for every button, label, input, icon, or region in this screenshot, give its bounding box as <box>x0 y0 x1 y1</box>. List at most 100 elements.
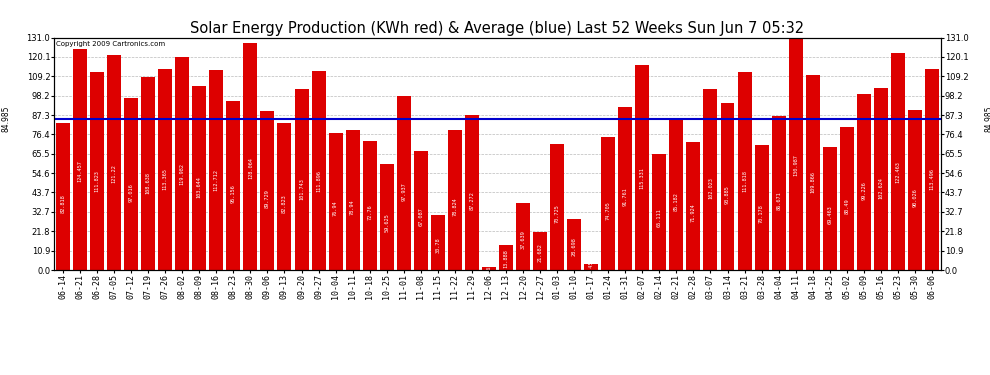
Bar <box>312 71 326 270</box>
Text: 111.823: 111.823 <box>95 170 100 192</box>
Bar <box>329 134 343 270</box>
Bar <box>533 231 547 270</box>
Bar <box>90 72 104 270</box>
Text: 128.064: 128.064 <box>248 157 252 178</box>
Text: 70.178: 70.178 <box>759 205 764 224</box>
Bar <box>244 43 257 270</box>
Text: 59.625: 59.625 <box>384 213 389 232</box>
Text: 113.365: 113.365 <box>162 168 167 190</box>
Text: 13.888: 13.888 <box>504 249 509 268</box>
Bar <box>431 215 445 270</box>
Text: 3.45: 3.45 <box>589 261 594 273</box>
Bar <box>397 96 411 270</box>
Bar <box>584 264 598 270</box>
Text: 112.712: 112.712 <box>214 169 219 191</box>
Title: Solar Energy Production (KWh red) & Average (blue) Last 52 Weeks Sun Jun 7 05:32: Solar Energy Production (KWh red) & Aver… <box>190 21 805 36</box>
Text: 102.023: 102.023 <box>708 178 713 200</box>
Bar <box>738 72 751 270</box>
Text: 72.76: 72.76 <box>367 204 372 220</box>
Bar <box>891 53 905 270</box>
Text: 71.924: 71.924 <box>691 203 696 222</box>
Text: Copyright 2009 Cartronics.com: Copyright 2009 Cartronics.com <box>56 41 165 47</box>
Text: 76.94: 76.94 <box>333 201 339 216</box>
Text: 86.671: 86.671 <box>776 191 781 210</box>
Text: 70.725: 70.725 <box>554 204 559 223</box>
Text: 37.639: 37.639 <box>521 231 526 249</box>
Text: 103.644: 103.644 <box>197 176 202 198</box>
Text: 28.698: 28.698 <box>571 238 576 256</box>
Text: 122.463: 122.463 <box>895 161 900 183</box>
Text: 91.761: 91.761 <box>623 188 628 206</box>
Bar <box>447 130 462 270</box>
Bar <box>771 116 786 270</box>
Bar <box>73 49 87 270</box>
Bar <box>175 57 189 270</box>
Text: 124.457: 124.457 <box>77 160 82 182</box>
Text: 74.705: 74.705 <box>606 201 611 220</box>
Bar <box>669 119 683 270</box>
Bar <box>277 123 291 270</box>
Bar <box>107 55 121 270</box>
Text: 93.885: 93.885 <box>725 186 730 204</box>
Bar <box>482 267 496 270</box>
Bar <box>721 104 735 270</box>
Bar <box>516 203 530 270</box>
Bar <box>56 123 70 270</box>
Bar <box>158 69 172 270</box>
Bar <box>789 38 803 270</box>
Bar <box>806 75 820 270</box>
Text: 82.823: 82.823 <box>282 195 287 213</box>
Text: 89.729: 89.729 <box>265 189 270 208</box>
Text: 85.182: 85.182 <box>674 193 679 211</box>
Bar <box>636 65 649 270</box>
Bar <box>925 69 939 270</box>
Bar <box>823 147 837 270</box>
Text: 30.78: 30.78 <box>436 238 441 253</box>
Text: 78.824: 78.824 <box>452 198 457 216</box>
Bar <box>124 98 139 270</box>
Text: 108.638: 108.638 <box>146 172 150 194</box>
Bar <box>874 88 888 270</box>
Text: 21.682: 21.682 <box>538 243 543 262</box>
Text: 111.896: 111.896 <box>316 170 321 192</box>
Bar <box>686 142 700 270</box>
Bar <box>227 101 241 270</box>
Bar <box>652 154 666 270</box>
Text: 78.94: 78.94 <box>350 199 355 215</box>
Bar <box>142 77 155 270</box>
Text: 95.156: 95.156 <box>231 184 236 203</box>
Text: 1.65: 1.65 <box>486 262 491 275</box>
Bar <box>754 146 768 270</box>
Text: 97.937: 97.937 <box>401 182 406 201</box>
Text: 113.496: 113.496 <box>930 168 935 190</box>
Bar <box>704 89 718 270</box>
Text: 65.111: 65.111 <box>656 209 662 227</box>
Bar <box>908 110 922 270</box>
Bar <box>380 164 394 270</box>
Text: 109.866: 109.866 <box>810 171 815 193</box>
Bar <box>346 130 359 270</box>
Bar <box>619 107 633 270</box>
Text: 87.272: 87.272 <box>469 191 474 210</box>
Text: 101.743: 101.743 <box>299 178 304 200</box>
Text: 115.331: 115.331 <box>640 167 644 189</box>
Text: 82.818: 82.818 <box>60 195 65 213</box>
Bar <box>601 137 615 270</box>
Text: 84.985: 84.985 <box>985 106 990 132</box>
Text: 84.985: 84.985 <box>1 106 10 132</box>
Bar <box>465 115 479 270</box>
Bar <box>192 86 206 270</box>
Text: 121.22: 121.22 <box>112 164 117 183</box>
Text: 80.49: 80.49 <box>844 198 849 213</box>
Text: 119.982: 119.982 <box>180 163 185 185</box>
Bar <box>567 219 581 270</box>
Text: 111.818: 111.818 <box>742 170 747 192</box>
Bar <box>362 141 376 270</box>
Text: 99.226: 99.226 <box>861 182 866 200</box>
Text: 90.026: 90.026 <box>913 189 918 207</box>
Bar <box>856 94 871 270</box>
Text: 69.463: 69.463 <box>828 205 833 224</box>
Text: 67.087: 67.087 <box>419 207 424 226</box>
Bar <box>260 111 274 270</box>
Bar <box>499 245 513 270</box>
